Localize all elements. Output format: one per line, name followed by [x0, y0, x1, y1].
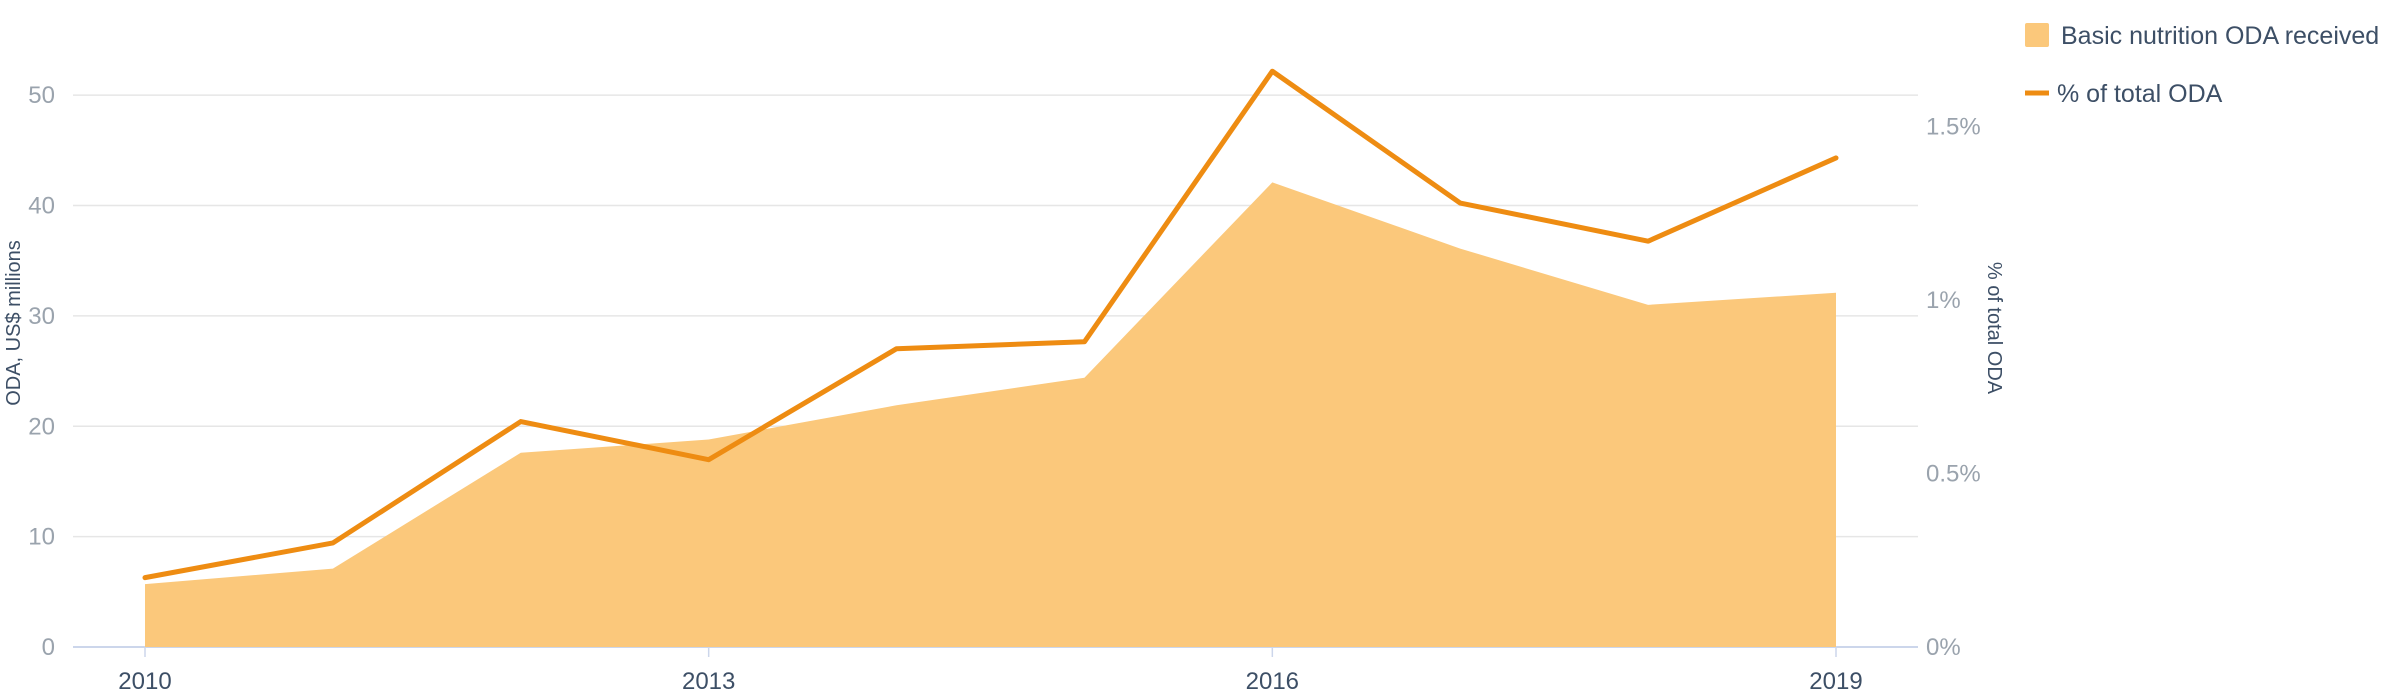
left-tick-label: 50: [28, 82, 55, 109]
left-tick-label: 20: [28, 413, 55, 440]
line-percent-total-oda: [142, 68, 1839, 581]
legend-item-area[interactable]: Basic nutrition ODA received: [2025, 22, 2379, 50]
right-tick-label: 0%: [1926, 634, 1961, 661]
left-axis-title: ODA, US$ millions: [3, 240, 25, 406]
legend-area-label: Basic nutrition ODA received: [2061, 22, 2379, 50]
area-series: [145, 182, 1836, 648]
right-tick-label: 1%: [1926, 287, 1961, 314]
left-tick-label: 10: [28, 524, 55, 551]
legend-item-line[interactable]: % of total ODA: [2025, 80, 2223, 108]
right-tick-label: 0.5%: [1926, 461, 1981, 488]
x-tick-label: 2019: [1809, 668, 1862, 695]
line-series: [142, 68, 1839, 581]
x-tick-label: 2016: [1246, 668, 1299, 695]
legend-area-swatch: [2025, 23, 2049, 47]
x-axis-ticks: 2010 2013 2016 2019: [118, 647, 1863, 695]
x-tick-label: 2010: [118, 668, 171, 695]
right-tick-label: 1.5%: [1926, 114, 1981, 141]
right-axis-title: % of total ODA: [1983, 262, 2005, 395]
left-tick-label: 30: [28, 303, 55, 330]
legend: Basic nutrition ODA received % of total …: [2025, 22, 2379, 108]
left-axis-ticks: 0 10 20 30 40 50: [28, 82, 55, 661]
left-tick-label: 40: [28, 193, 55, 220]
legend-line-label: % of total ODA: [2057, 80, 2223, 108]
area-basic-nutrition: [145, 182, 1836, 648]
x-tick-label: 2013: [682, 668, 735, 695]
right-axis-ticks: 0% 0.5% 1% 1.5%: [1926, 114, 1981, 661]
left-tick-label: 0: [42, 634, 55, 661]
